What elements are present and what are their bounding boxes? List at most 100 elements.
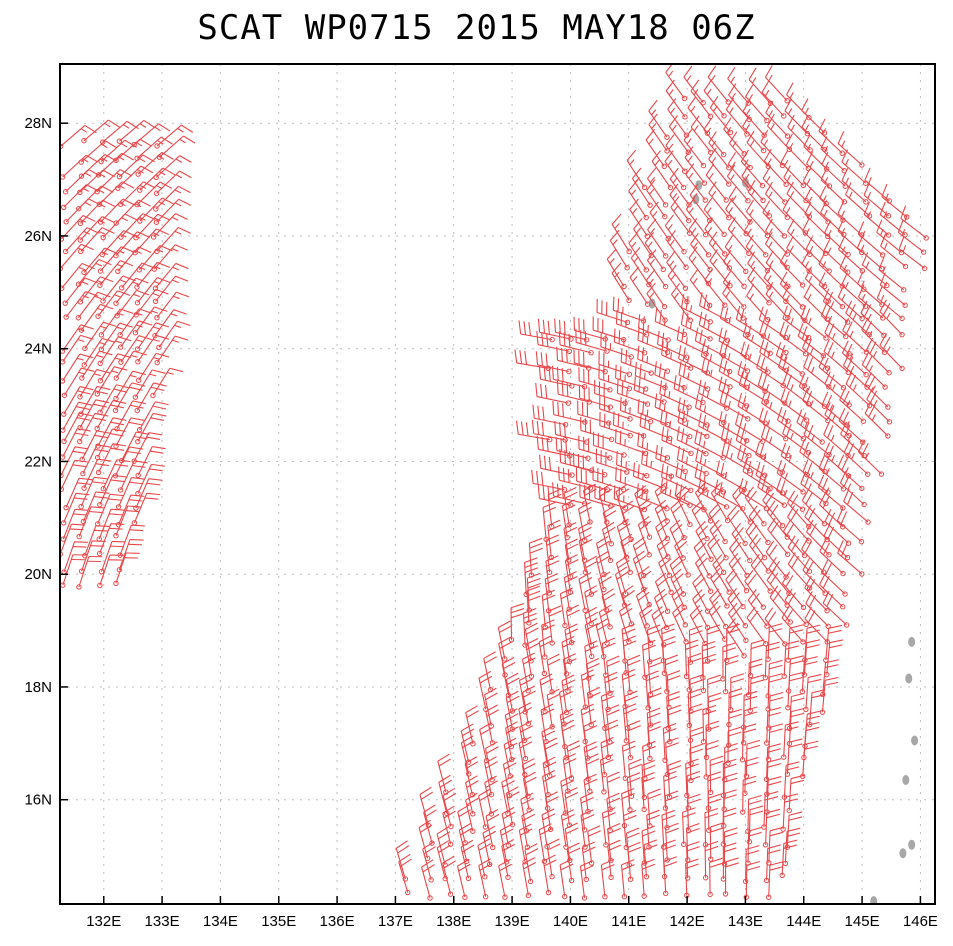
wind-barb	[601, 637, 616, 678]
wind-barb	[818, 354, 847, 391]
wind-barb	[497, 620, 512, 662]
wind-barb	[479, 722, 493, 764]
wind-barb	[584, 606, 599, 648]
wind-barb	[728, 83, 752, 123]
wind-barb	[838, 408, 866, 445]
wind-barb	[639, 604, 654, 646]
wind-barb	[718, 327, 750, 360]
wind-barb	[60, 492, 90, 526]
wind-barb	[797, 323, 827, 359]
wind-barb	[801, 488, 828, 527]
wind-barb	[648, 113, 670, 154]
wind-barb	[641, 825, 656, 866]
wind-barb	[156, 135, 196, 160]
wind-barb	[604, 719, 619, 760]
wind-barb	[804, 504, 830, 543]
wind-barb	[79, 430, 111, 463]
wind-barb	[763, 265, 789, 304]
wind-barb	[804, 266, 831, 304]
wind-barb	[76, 412, 109, 445]
wind-barb	[538, 365, 575, 389]
wind-barb	[78, 476, 108, 510]
wind-barb	[395, 840, 410, 882]
wind-barb	[156, 320, 191, 351]
wind-barb	[806, 519, 832, 558]
wind-barb	[688, 743, 704, 784]
wind-barb	[637, 432, 671, 461]
wind-barb	[786, 774, 805, 814]
wind-barb	[747, 266, 772, 306]
wind-barb	[131, 123, 171, 148]
wind-barb	[672, 603, 689, 645]
wind-barb	[117, 181, 156, 207]
wind-barb	[150, 367, 184, 399]
wind-barb	[692, 589, 711, 631]
wind-barb	[677, 397, 710, 428]
wind-barb	[501, 656, 516, 698]
wind-barb	[154, 227, 191, 255]
wind-barb	[837, 454, 865, 492]
wind-barb	[744, 569, 767, 610]
wind-barb	[615, 483, 629, 526]
wind-barb	[707, 534, 727, 576]
wind-barb	[722, 655, 739, 695]
wind-barb	[558, 466, 594, 491]
wind-barb	[787, 490, 812, 530]
wind-barb	[708, 131, 732, 171]
wind-barb	[502, 757, 517, 799]
wind-barb	[758, 306, 789, 341]
wind-barb	[681, 807, 696, 847]
wind-barb	[748, 67, 774, 107]
wind-barb	[524, 843, 539, 885]
wind-barb	[647, 249, 669, 290]
wind-barb	[632, 536, 647, 579]
wind-barb	[731, 522, 753, 564]
wind-barb	[670, 196, 693, 236]
wind-barb	[577, 400, 612, 426]
wind-barb	[566, 740, 581, 781]
wind-barb	[725, 568, 746, 610]
wind-barb	[637, 566, 652, 608]
wind-barb	[133, 288, 169, 318]
wind-barb	[703, 197, 727, 238]
wind-barb	[584, 555, 599, 597]
wind-barb	[845, 182, 873, 219]
wind-barb	[705, 674, 721, 715]
wind-barb	[584, 640, 598, 681]
wind-barb	[747, 251, 772, 290]
wind-barb	[666, 230, 689, 270]
wind-barb	[522, 771, 537, 813]
wind-barb	[758, 407, 789, 442]
wind-barb	[709, 588, 729, 630]
wind-barb	[803, 284, 830, 322]
wind-barb	[841, 149, 869, 186]
lon-tick-label: 142E	[670, 913, 705, 930]
wind-barb	[766, 861, 784, 900]
wind-barb	[96, 523, 125, 557]
wind-barb	[691, 500, 710, 542]
wind-barb	[706, 793, 722, 833]
wind-barb	[687, 625, 703, 665]
wind-barb	[508, 603, 525, 643]
wind-barb	[727, 505, 748, 547]
wind-barb	[153, 155, 192, 181]
wind-barb	[784, 588, 809, 628]
wind-barb	[765, 659, 783, 699]
wind-barb	[689, 605, 708, 647]
wind-barb	[764, 758, 782, 797]
wind-barb	[685, 163, 708, 203]
wind-barb	[607, 839, 622, 881]
wind-barb	[60, 262, 95, 291]
wind-barb	[60, 508, 89, 542]
lat-tick-label: 28N	[24, 115, 52, 132]
wind-barb	[745, 826, 762, 866]
wind-barb	[566, 842, 581, 884]
wind-barb	[880, 233, 909, 270]
wind-barb	[586, 686, 601, 728]
wind-barb	[654, 361, 687, 391]
wind-barb	[75, 291, 111, 321]
wind-barb	[522, 857, 536, 899]
wind-barb	[782, 519, 808, 559]
wind-barb	[536, 331, 573, 354]
wind-barb	[117, 524, 145, 558]
